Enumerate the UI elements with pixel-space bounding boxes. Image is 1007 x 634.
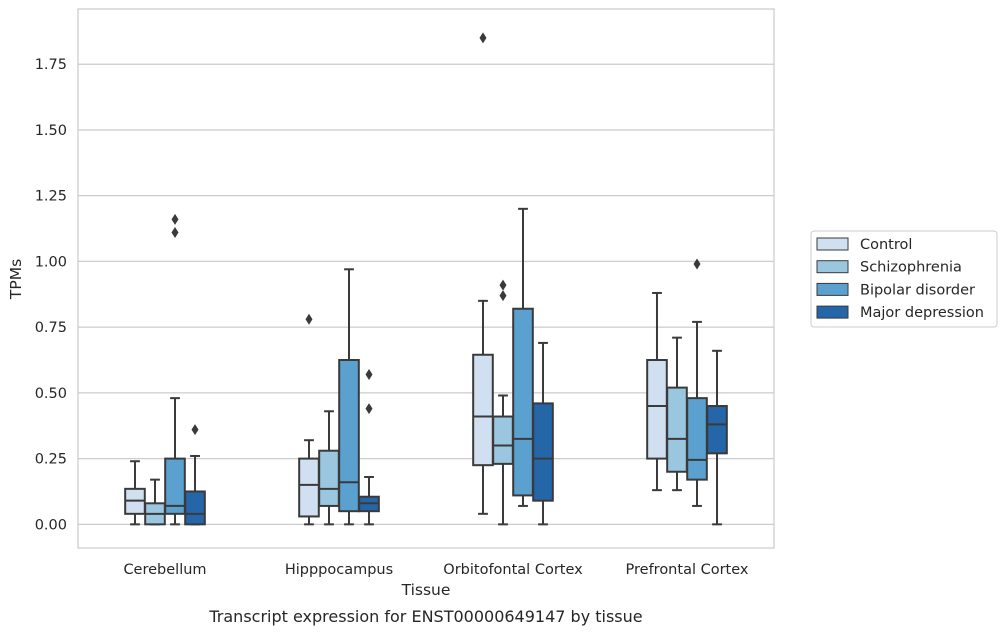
x-tick-label: Hipppocampus (285, 562, 393, 578)
y-tick-label: 1.75 (35, 57, 67, 73)
box-groups (124, 32, 728, 526)
outlier-point (171, 226, 179, 238)
box (666, 386, 688, 473)
legend-label: Major depression (860, 305, 984, 321)
y-tick-label: 1.00 (35, 254, 67, 270)
outlier-point (693, 258, 701, 270)
legend-swatch (816, 260, 849, 274)
outlier-point (191, 424, 199, 436)
box (686, 397, 708, 481)
box (646, 359, 668, 460)
x-tick-label: Cerebellum (123, 562, 206, 578)
legend: Control Schizophrenia Bipolar disorder Majo… (810, 230, 998, 328)
box-group-prefrontal-cortex (646, 258, 728, 526)
box (338, 359, 360, 513)
box (164, 457, 186, 515)
box-group-orbitofontal-cortex (472, 32, 554, 526)
y-tick-labels: 0.00 0.25 0.50 0.75 1.00 1.25 1.50 1.75 (35, 57, 67, 533)
y-tick-label: 1.25 (35, 189, 67, 205)
legend-frame (810, 230, 998, 328)
outlier-point (365, 368, 373, 380)
box (706, 405, 728, 455)
y-tick-label: 0.50 (35, 386, 67, 402)
box-group-hipppocampus (298, 268, 380, 526)
outlier-point (479, 32, 487, 44)
x-tick-labels: Cerebellum Hipppocampus Orbitofontal Corte… (123, 562, 748, 578)
outlier-point (171, 213, 179, 225)
y-tick-label: 1.50 (35, 123, 67, 139)
box (512, 307, 534, 497)
legend-label: Schizophrenia (860, 260, 962, 276)
legend-swatch (816, 282, 849, 296)
outlier-point (365, 403, 373, 415)
box (184, 490, 206, 526)
x-axis-label: Tissue (401, 581, 451, 599)
y-axis-label: TPMs (7, 259, 25, 300)
chart-caption: Transcript expression for ENST0000064914… (208, 607, 642, 626)
box (298, 457, 320, 518)
outlier-point (499, 290, 507, 302)
x-tick-label: Prefrontal Cortex (626, 562, 749, 578)
y-tick-label: 0.00 (35, 517, 67, 533)
legend-item: Control (816, 237, 912, 253)
legend-label: Bipolar disorder (860, 282, 975, 298)
x-tick-label: Orbitofontal Cortex (443, 562, 583, 578)
plot-frame (77, 8, 775, 549)
legend-item: Major depression (816, 305, 984, 321)
box (318, 449, 340, 507)
y-tick-label: 0.75 (35, 320, 67, 336)
box (532, 402, 554, 502)
legend-swatch (816, 305, 849, 319)
y-tick-label: 0.25 (35, 452, 67, 468)
legend-item: Bipolar disorder (816, 282, 975, 298)
legend-label: Control (860, 237, 912, 253)
box (472, 353, 494, 467)
outlier-point (499, 279, 507, 291)
box-group-cerebellum (124, 213, 206, 526)
box (492, 415, 514, 465)
legend-item: Schizophrenia (816, 260, 962, 276)
legend-swatch (816, 237, 849, 251)
outlier-point (305, 313, 313, 325)
